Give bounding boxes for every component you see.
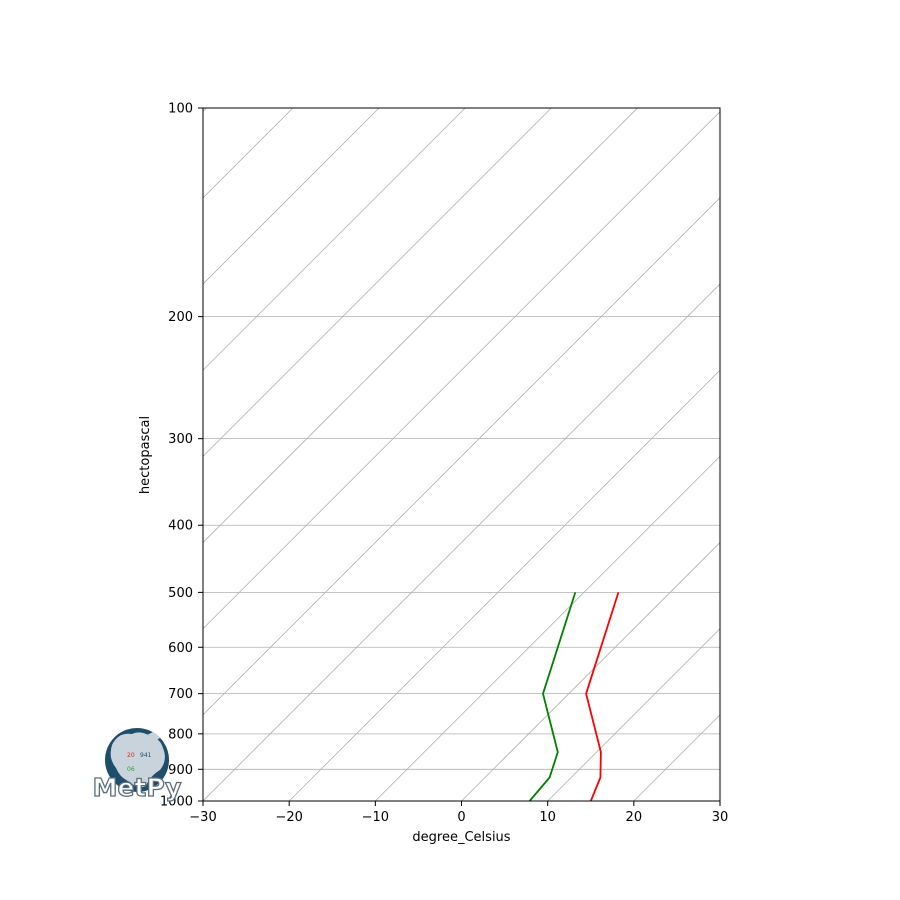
isotherm-line	[203, 108, 552, 457]
isotherm-line	[375, 455, 720, 801]
isotherm-line	[203, 197, 720, 716]
y-tick-label: 1000	[160, 795, 193, 810]
isotherm-line	[461, 541, 720, 801]
y-tick-label: 900	[168, 763, 193, 778]
dewpoint-profile-line	[528, 592, 577, 801]
x-tick-label: −30	[189, 810, 216, 825]
y-tick-label: 500	[168, 586, 193, 601]
y-tick-label: 300	[168, 432, 193, 447]
x-tick-label: 0	[457, 810, 465, 825]
x-tick-label: 30	[712, 810, 729, 825]
isotherm-line	[203, 108, 380, 285]
x-tick-label: 10	[539, 810, 556, 825]
isotherm-line	[203, 111, 720, 630]
y-tick-label: 600	[168, 641, 193, 656]
x-tick-label: 20	[626, 810, 643, 825]
y-tick-label: 800	[168, 727, 193, 742]
y-tick-label: 700	[168, 687, 193, 702]
isotherm-line	[0, 108, 121, 801]
logo-station-temp: 20	[127, 752, 135, 759]
isotherm-line	[203, 283, 720, 801]
logo-landmass	[110, 732, 165, 788]
x-axis-label: degree_Celsius	[412, 830, 510, 845]
isotherm-line	[719, 800, 720, 801]
logo-wordmark: MetPy	[93, 773, 182, 802]
isotherm-line	[547, 628, 720, 801]
y-tick-label: 400	[168, 519, 193, 534]
isotherm-line	[633, 714, 720, 801]
plot-frame	[202, 107, 721, 802]
metpy-logo: 20 941 06 MetPy	[92, 728, 182, 803]
temperature-profile-line	[585, 592, 620, 801]
isotherm-line	[203, 108, 466, 371]
logo-station-pressure: 941	[140, 752, 152, 759]
isotherm-line	[288, 369, 720, 801]
logo-station-dewpoint: 06	[127, 766, 135, 773]
y-tick-label: 100	[168, 102, 193, 117]
y-tick-label: 200	[168, 310, 193, 325]
isotherm-line	[203, 108, 638, 544]
x-tick-label: −10	[362, 810, 389, 825]
x-tick-label: −20	[275, 810, 302, 825]
y-axis-label: hectopascal	[138, 416, 153, 494]
data-series	[528, 592, 620, 801]
grid-lines	[0, 108, 720, 801]
